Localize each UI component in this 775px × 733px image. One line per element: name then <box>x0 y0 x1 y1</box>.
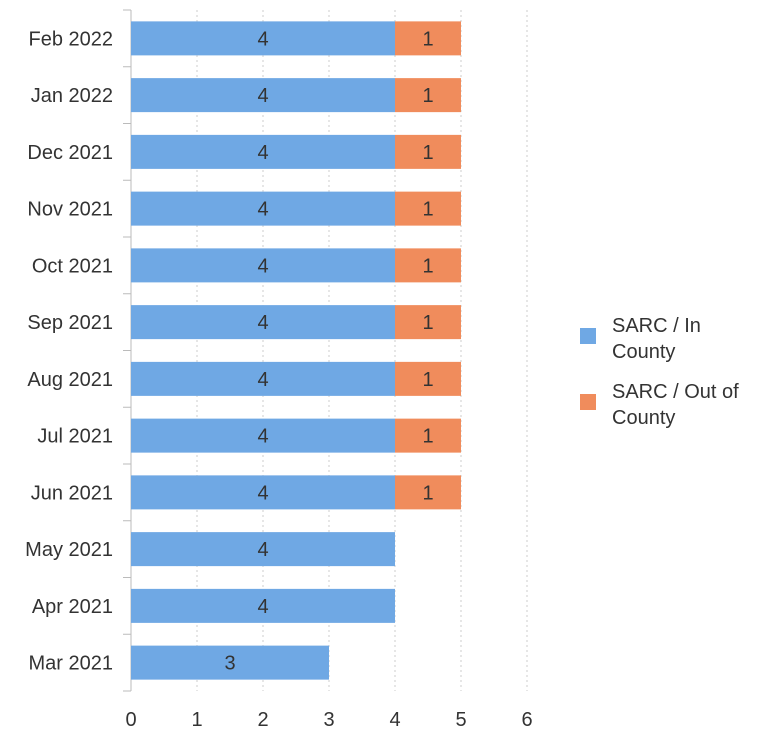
y-tick-label: Jan 2022 <box>31 85 113 107</box>
data-label: 1 <box>422 85 433 107</box>
labels: 0 1 2 3 4 5 6 Feb 2022 4 1 Jan 2022 4 1 Dec 2021 4 1 Nov… <box>25 28 532 731</box>
x-tick-label: 5 <box>455 709 466 731</box>
legend-label-line1: SARC / Out of <box>612 381 739 403</box>
y-tick-label: Apr 2021 <box>32 596 113 618</box>
legend-label-in-county: SARC / In County <box>612 313 701 365</box>
data-label: 1 <box>422 369 433 391</box>
data-label: 1 <box>422 255 433 277</box>
bar-out-of-county[interactable] <box>395 418 461 453</box>
bar-in-county[interactable] <box>131 78 395 113</box>
legend-label-line1: SARC / In <box>612 315 701 337</box>
bar-out-of-county[interactable] <box>395 361 461 396</box>
bar-out-of-county[interactable] <box>395 134 461 169</box>
data-label: 4 <box>257 199 268 221</box>
data-label: 4 <box>257 142 268 164</box>
legend-label-out-of-county: SARC / Out of County <box>612 379 739 431</box>
data-label: 4 <box>257 85 268 107</box>
data-label: 1 <box>422 482 433 504</box>
data-label: 1 <box>422 312 433 334</box>
data-label: 1 <box>422 426 433 448</box>
y-tick-label: Aug 2021 <box>27 369 113 391</box>
y-tick-label: Nov 2021 <box>27 199 113 221</box>
data-label: 4 <box>257 369 268 391</box>
data-label: 4 <box>257 255 268 277</box>
data-label: 3 <box>224 653 235 675</box>
bar-in-county[interactable] <box>131 475 395 510</box>
data-label: 1 <box>422 199 433 221</box>
legend-label-line2: County <box>612 407 676 429</box>
x-tick-label: 3 <box>323 709 334 731</box>
legend-item-in-county[interactable]: SARC / In County <box>580 313 770 365</box>
bar-out-of-county[interactable] <box>395 191 461 226</box>
legend-item-out-of-county[interactable]: SARC / Out of County <box>580 379 770 431</box>
legend-label-line2: County <box>612 341 676 363</box>
bar-in-county[interactable] <box>131 248 395 283</box>
x-tick-label: 6 <box>521 709 532 731</box>
bar-out-of-county[interactable] <box>395 305 461 340</box>
legend-swatch-out-of-county <box>580 394 596 410</box>
x-tick-label: 0 <box>125 709 136 731</box>
y-tick-label: Oct 2021 <box>32 255 113 277</box>
data-label: 4 <box>257 28 268 50</box>
x-tick-label: 2 <box>257 709 268 731</box>
y-tick-label: Jul 2021 <box>37 426 113 448</box>
data-label: 1 <box>422 142 433 164</box>
bar-in-county[interactable] <box>131 191 395 226</box>
bar-in-county[interactable] <box>131 21 395 56</box>
bar-in-county[interactable] <box>131 588 395 623</box>
bar-in-county[interactable] <box>131 305 395 340</box>
bar-out-of-county[interactable] <box>395 248 461 283</box>
axes <box>123 9 132 692</box>
data-label: 4 <box>257 596 268 618</box>
y-tick-label: Dec 2021 <box>27 142 113 164</box>
legend-swatch-in-county <box>580 328 596 344</box>
data-label: 4 <box>257 539 268 561</box>
grid-lines <box>196 10 528 691</box>
y-tick-label: May 2021 <box>25 539 113 561</box>
bar-out-of-county[interactable] <box>395 475 461 510</box>
data-label: 4 <box>257 482 268 504</box>
x-tick-label: 1 <box>191 709 202 731</box>
bar-out-of-county[interactable] <box>395 78 461 113</box>
bar-in-county[interactable] <box>131 418 395 453</box>
x-tick-label: 4 <box>389 709 400 731</box>
bar-in-county[interactable] <box>131 134 395 169</box>
bars <box>131 21 461 680</box>
data-label: 4 <box>257 312 268 334</box>
bar-out-of-county[interactable] <box>395 21 461 56</box>
bar-in-county[interactable] <box>131 532 395 567</box>
data-label: 4 <box>257 426 268 448</box>
bar-in-county[interactable] <box>131 361 395 396</box>
y-tick-label: Feb 2022 <box>28 28 113 50</box>
y-tick-label: Mar 2021 <box>29 653 114 675</box>
legend: SARC / In County SARC / Out of County <box>580 313 770 445</box>
data-label: 1 <box>422 28 433 50</box>
bar-in-county[interactable] <box>131 645 329 680</box>
y-tick-label: Jun 2021 <box>31 482 113 504</box>
y-tick-label: Sep 2021 <box>27 312 113 334</box>
